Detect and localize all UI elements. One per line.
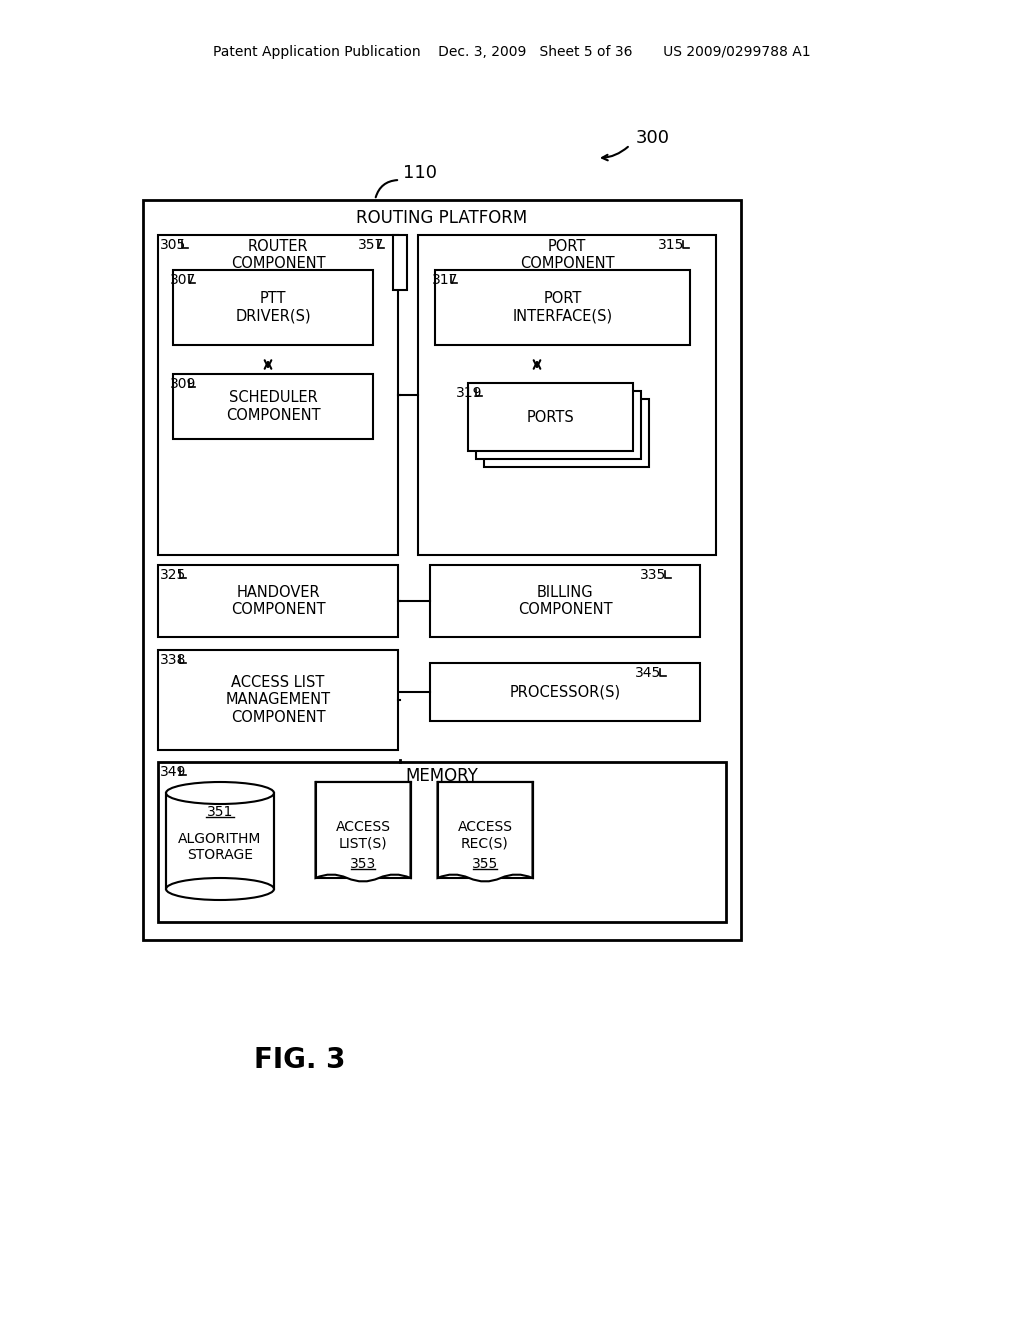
Bar <box>484 399 649 467</box>
Text: 305: 305 <box>160 238 186 252</box>
Text: 307: 307 <box>170 273 197 286</box>
Text: 335: 335 <box>640 568 667 582</box>
Bar <box>158 649 398 750</box>
Text: 351: 351 <box>207 805 233 818</box>
Text: ACCESS
LIST(S): ACCESS LIST(S) <box>336 820 390 850</box>
Text: FIG. 3: FIG. 3 <box>254 1045 346 1074</box>
Text: 353: 353 <box>350 857 376 871</box>
Text: HANDOVER
COMPONENT: HANDOVER COMPONENT <box>230 585 326 618</box>
Bar <box>166 793 274 888</box>
Ellipse shape <box>166 878 274 900</box>
Text: 345: 345 <box>635 667 662 680</box>
Text: ROUTING PLATFORM: ROUTING PLATFORM <box>356 209 527 227</box>
Text: Patent Application Publication    Dec. 3, 2009   Sheet 5 of 36       US 2009/029: Patent Application Publication Dec. 3, 2… <box>213 45 811 59</box>
Bar <box>430 663 700 721</box>
PathPatch shape <box>437 781 532 882</box>
Bar <box>158 565 398 638</box>
Bar <box>173 271 373 345</box>
Bar <box>430 565 700 638</box>
Text: MEMORY: MEMORY <box>406 767 478 785</box>
Text: ROUTER
COMPONENT: ROUTER COMPONENT <box>230 239 326 271</box>
Bar <box>173 374 373 440</box>
Text: 300: 300 <box>636 129 670 147</box>
Bar <box>476 391 641 459</box>
Bar <box>437 781 532 878</box>
Text: 338: 338 <box>160 653 186 667</box>
Text: 355: 355 <box>472 857 498 871</box>
Bar <box>158 235 398 554</box>
Text: 319: 319 <box>456 385 482 400</box>
Text: ACCESS LIST
MANAGEMENT
COMPONENT: ACCESS LIST MANAGEMENT COMPONENT <box>225 675 331 725</box>
Text: ACCESS
REC(S): ACCESS REC(S) <box>458 820 512 850</box>
Text: 317: 317 <box>432 273 459 286</box>
Bar <box>143 201 741 940</box>
Text: 309: 309 <box>170 378 197 391</box>
Bar <box>315 781 411 878</box>
Text: PORT
INTERFACE(S): PORT INTERFACE(S) <box>512 292 612 323</box>
Bar <box>468 383 633 451</box>
PathPatch shape <box>315 781 411 882</box>
Text: 357: 357 <box>358 238 384 252</box>
Bar <box>418 235 716 554</box>
Text: 315: 315 <box>658 238 684 252</box>
Text: SCHEDULER
COMPONENT: SCHEDULER COMPONENT <box>225 391 321 422</box>
Text: 349: 349 <box>160 766 186 779</box>
Text: 325: 325 <box>160 568 186 582</box>
Text: PTT
DRIVER(S): PTT DRIVER(S) <box>236 292 311 323</box>
Text: BILLING
COMPONENT: BILLING COMPONENT <box>518 585 612 618</box>
Bar <box>158 762 726 921</box>
Ellipse shape <box>166 781 274 804</box>
Text: PROCESSOR(S): PROCESSOR(S) <box>509 685 621 700</box>
Text: ALGORITHM
STORAGE: ALGORITHM STORAGE <box>178 832 262 862</box>
Text: 110: 110 <box>403 164 437 182</box>
Bar <box>435 271 690 345</box>
Text: PORT
COMPONENT: PORT COMPONENT <box>520 239 614 271</box>
Bar <box>393 235 407 290</box>
Text: PORTS: PORTS <box>526 409 574 425</box>
